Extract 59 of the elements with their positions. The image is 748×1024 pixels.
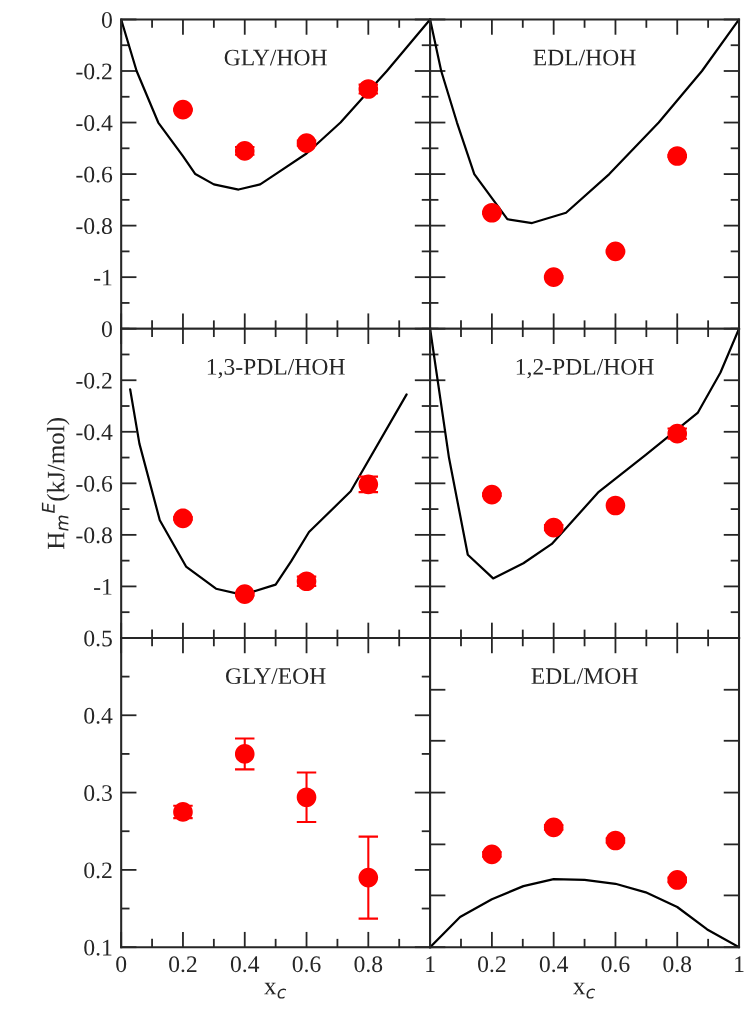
text: EDL/MOH bbox=[531, 668, 638, 685]
point bbox=[543, 817, 564, 838]
y-tick-label: 0.5 bbox=[84, 630, 112, 647]
point bbox=[358, 79, 379, 99]
y-tick-label: -0.4 bbox=[76, 424, 113, 441]
y-tick-label: -0.2 bbox=[76, 372, 112, 389]
text: GLY/HOH bbox=[224, 49, 327, 66]
point bbox=[605, 495, 626, 516]
x-tick-label: 1 bbox=[426, 956, 435, 972]
text: 1,2-PDL/HOH bbox=[516, 358, 654, 379]
y-tick-label: 0.3 bbox=[84, 785, 112, 802]
point bbox=[667, 146, 688, 166]
point bbox=[543, 517, 564, 538]
x-tick-label: 0.8 bbox=[354, 956, 383, 973]
x-tick-label: 0 bbox=[116, 956, 127, 973]
y-tick-label: -0.6 bbox=[76, 475, 113, 492]
point bbox=[605, 830, 626, 851]
point bbox=[358, 867, 379, 888]
point bbox=[296, 571, 317, 592]
y-tick-label: 0.4 bbox=[84, 707, 113, 724]
point bbox=[605, 241, 626, 262]
y-tick-label: -0.4 bbox=[76, 115, 113, 132]
point bbox=[234, 141, 255, 161]
x-tick-label: 1 bbox=[735, 956, 744, 972]
point bbox=[543, 267, 564, 287]
x-axis-title: x$_{c}$ bbox=[573, 982, 596, 999]
x-tick-label: 0.4 bbox=[230, 956, 260, 973]
point bbox=[173, 99, 193, 120]
x-tick-label: 0.8 bbox=[663, 956, 692, 973]
point bbox=[482, 202, 502, 223]
point bbox=[173, 508, 193, 529]
x-tick-label: 0.6 bbox=[601, 956, 630, 973]
y-tick-label: 0 bbox=[101, 321, 112, 338]
text: EDL/HOH bbox=[533, 49, 636, 66]
x-axis-title: x$_{c}$ bbox=[264, 982, 287, 999]
point bbox=[667, 870, 688, 890]
point bbox=[667, 423, 688, 444]
x-tick-label: 0.2 bbox=[169, 956, 197, 973]
y-tick-label: -1 bbox=[94, 579, 112, 595]
point bbox=[296, 133, 317, 153]
point bbox=[482, 844, 502, 865]
x-tick-label: 0.6 bbox=[292, 956, 321, 973]
point bbox=[482, 484, 502, 505]
point bbox=[234, 584, 255, 604]
point bbox=[296, 787, 317, 808]
text: GLY/EOH bbox=[225, 668, 326, 685]
y-tick-label: -0.6 bbox=[76, 166, 113, 183]
x-tick-label: 0.2 bbox=[478, 956, 506, 973]
x-tick-label: 0.4 bbox=[539, 956, 569, 973]
y-tick-label: 0 bbox=[101, 11, 112, 28]
y-tick-label: -0.8 bbox=[76, 218, 112, 235]
y-tick-label: 0.1 bbox=[84, 939, 112, 956]
y-tick-label: -0.8 bbox=[76, 527, 112, 544]
point bbox=[234, 744, 255, 764]
y-tick-label: -0.2 bbox=[76, 63, 112, 80]
y-tick-label: 0.2 bbox=[84, 862, 112, 879]
y-tick-label: -1 bbox=[94, 269, 112, 286]
text: 1,3-PDL/HOH bbox=[207, 358, 345, 379]
y-axis-title: H$_{m}$$^{E}$(kJ/mol) bbox=[41, 418, 70, 549]
